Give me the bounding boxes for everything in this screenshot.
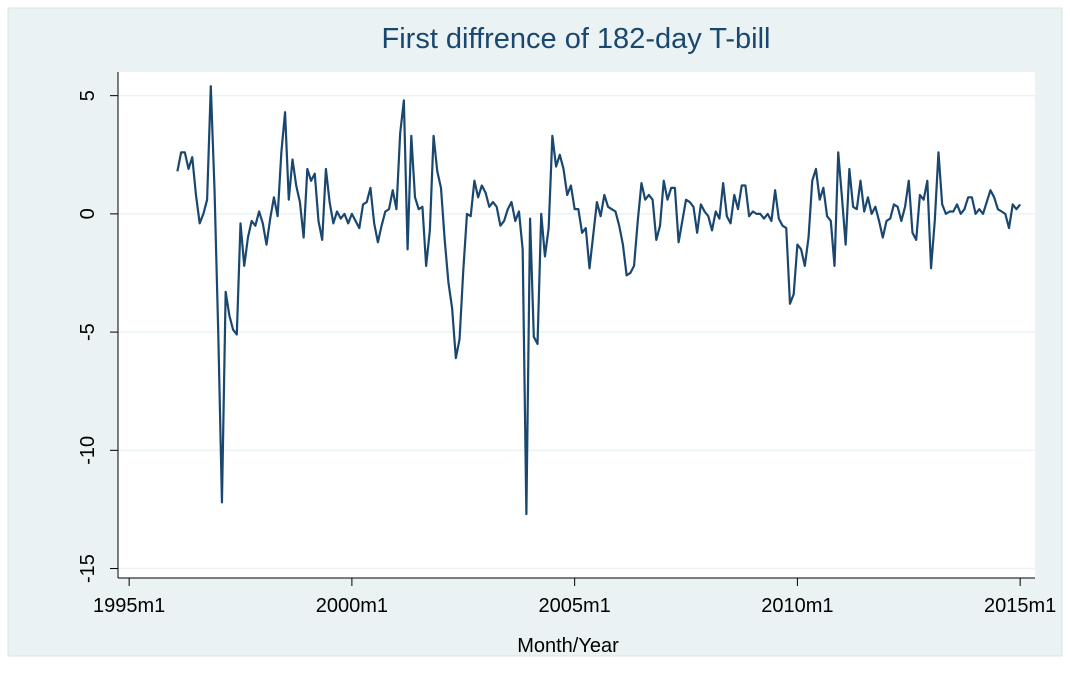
y-tick-label: 0 bbox=[77, 208, 99, 219]
x-tick-label: 2005m1 bbox=[539, 595, 611, 617]
chart-title: First diffrence of 182-day T-bill bbox=[382, 23, 771, 55]
x-tick-label: 2010m1 bbox=[761, 595, 833, 617]
data-line bbox=[176, 85, 1022, 516]
y-tick-label: -5 bbox=[77, 323, 99, 341]
x-tick-label: 2015m1 bbox=[984, 595, 1056, 617]
x-tick-label: 2000m1 bbox=[316, 595, 388, 617]
y-tick-label: -15 bbox=[77, 554, 99, 583]
x-axis-label: Month/Year bbox=[517, 635, 619, 657]
grid bbox=[118, 94, 1035, 570]
x-tick-label: 1995m1 bbox=[93, 595, 165, 617]
y-tick-label: -10 bbox=[77, 436, 99, 465]
plot-region bbox=[118, 72, 1035, 578]
y-tick-label: 5 bbox=[77, 90, 99, 101]
